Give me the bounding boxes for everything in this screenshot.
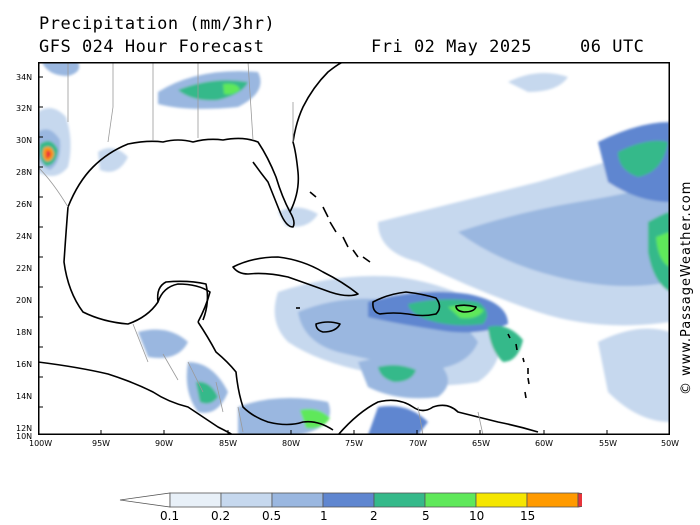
- scale-cell: [526, 492, 579, 508]
- lon-tick-label: 100W: [29, 439, 53, 448]
- scale-label: 5: [422, 509, 430, 523]
- precip-area-north-texas: [42, 62, 80, 76]
- scale-label: 10: [469, 509, 485, 523]
- puerto-rico: [455, 304, 477, 313]
- south-america-borders: [417, 406, 484, 435]
- lon-tick-label: 55W: [599, 439, 618, 448]
- precip-area-colombia: [368, 406, 428, 435]
- jamaica: [315, 321, 341, 333]
- scale-cell: [322, 492, 375, 508]
- precip-area-leeward: [488, 325, 523, 362]
- yucatan: [156, 280, 209, 321]
- bahamas: [309, 191, 371, 263]
- lon-tick-label: 95W: [92, 439, 111, 448]
- lat-tick-label: 20N: [16, 296, 33, 305]
- scale-cell: [220, 492, 273, 508]
- precip-area-east-edge-core: [656, 232, 670, 267]
- lon-tick-label: 75W: [345, 439, 364, 448]
- precip-area-east-south: [598, 328, 670, 422]
- lat-tick-label: 16N: [16, 360, 33, 369]
- lat-tick-label: 22N: [16, 264, 33, 273]
- lesser-antilles: [507, 333, 530, 399]
- lon-tick-label: 85W: [219, 439, 238, 448]
- lon-tick-label: 80W: [282, 439, 301, 448]
- us-state-borders: [67, 62, 294, 143]
- scale-max-arrow: [577, 492, 582, 508]
- forecast-model: GFS 024 Hour Forecast: [39, 37, 265, 57]
- precipitation-map: [38, 62, 670, 435]
- lon-tick-label: 65W: [472, 439, 491, 448]
- lat-tick-label: 32N: [16, 104, 33, 113]
- color-scale-bar: [119, 492, 582, 508]
- precip-area-florida-keys: [278, 207, 318, 227]
- lat-tick-label: 12N: [16, 424, 33, 433]
- central-america-caribbean: [197, 321, 334, 431]
- lat-tick-label: 30N: [16, 136, 33, 145]
- lon-tick-label: 70W: [409, 439, 428, 448]
- lat-tick-label: 24N: [16, 232, 33, 241]
- coastlines: [38, 62, 539, 435]
- site-credit: © www.PassageWeather.com: [679, 180, 694, 395]
- precip-area-costa-rica: [196, 381, 218, 404]
- precip-area-panama-core: [300, 409, 330, 429]
- grid-ticks: [38, 76, 608, 435]
- chart-title: Precipitation (mm/3hr): [39, 14, 276, 34]
- florida-east-coast: [289, 62, 344, 213]
- precip-area-ne-atlantic-core: [618, 140, 668, 177]
- scale-cell: [424, 492, 477, 508]
- precip-area-nw-gulf: [98, 148, 128, 172]
- lon-tick-label: 50W: [661, 439, 680, 448]
- lon-tick-label: 90W: [155, 439, 174, 448]
- precip-area-texas-red: [46, 150, 51, 159]
- scale-label: 2: [370, 509, 378, 523]
- scale-label: 15: [520, 509, 536, 523]
- scale-label: 1: [320, 509, 328, 523]
- us-mexico-border: [38, 166, 69, 208]
- map-border: [38, 62, 670, 435]
- lon-tick-label: 60W: [535, 439, 554, 448]
- lat-tick-label: 14N: [16, 392, 33, 401]
- scale-label: 0.5: [262, 509, 282, 523]
- central-america-pacific: [38, 361, 234, 435]
- precip-area-atlantic-mid: [458, 182, 670, 286]
- scale-cell: [373, 492, 426, 508]
- scale-cell: [271, 492, 324, 508]
- scale-label: 0.2: [211, 509, 231, 523]
- cuba: [232, 256, 359, 297]
- scale-cell: [169, 492, 222, 508]
- scale-min-arrow: [119, 492, 171, 508]
- scale-cell: [475, 492, 528, 508]
- south-america-coast: [337, 399, 539, 435]
- precip-area-north-atlantic: [508, 73, 568, 92]
- lat-tick-label: 26N: [16, 200, 33, 209]
- lat-tick-label: 28N: [16, 168, 33, 177]
- forecast-date: Fri 02 May 2025: [371, 37, 533, 57]
- central-america-borders: [132, 323, 244, 433]
- precip-area-honduras: [138, 329, 188, 358]
- color-scale-cells: [119, 492, 582, 508]
- precip-area-southeast-us-green: [223, 83, 240, 95]
- scale-label: 0.1: [160, 509, 180, 523]
- hispaniola: [372, 291, 441, 317]
- lat-tick-label: 18N: [16, 328, 33, 337]
- forecast-time: 06 UTC: [580, 37, 645, 57]
- lat-tick-label: 34N: [16, 73, 33, 82]
- political-borders: [38, 62, 484, 435]
- us-gulf-coast: [67, 137, 295, 228]
- precip-area-south-caribbean-core: [378, 365, 416, 382]
- lat-tick-label: 10N: [16, 432, 33, 441]
